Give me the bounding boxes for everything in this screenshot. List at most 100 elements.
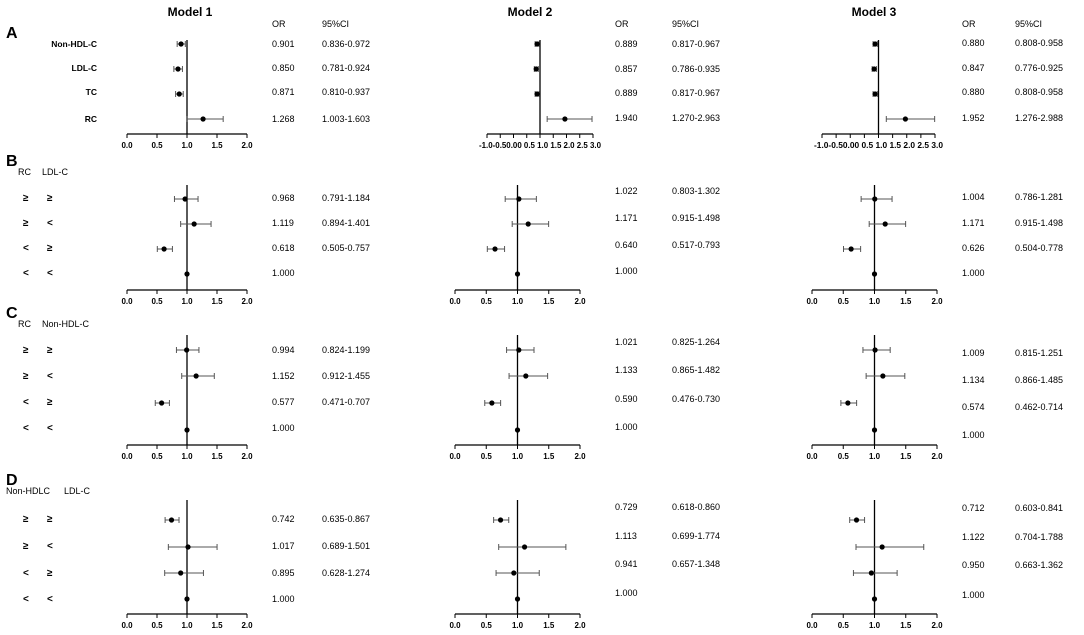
or-point — [489, 400, 495, 406]
model-3-plot: 0.0 0.5 1.0 1.5 2.0 1.004 0.786-1.281 1.171 0.91… — [806, 185, 1063, 306]
x-tick-label: 1.0 — [869, 621, 881, 630]
model-1-plot: 0.0 0.5 1.0 1.5 2.0 0.742 0.635-0.867 1.017 0.68… — [121, 500, 370, 630]
ci-column-header: 95%CI — [322, 19, 349, 29]
panel-B: BRC LDL-C ≥ ≥ ≥ < < ≥ < <0.0 0.5 1.0 1.5 2.0 0.968 0.79… — [6, 153, 1063, 306]
x-tick-label: 0.5 — [481, 621, 493, 630]
model-1-plot: 0.0 0.5 1.0 1.5 2.0 0.994 0.824-1.199 1.152 0.91… — [121, 335, 370, 461]
or-point — [176, 91, 182, 97]
or-value: 0.950 — [962, 560, 985, 570]
ci-column-header: 95%CI — [1015, 19, 1042, 29]
ci-value: 0.817-0.967 — [672, 88, 720, 98]
x-tick-label: 0.0 — [121, 141, 133, 150]
or-point — [880, 373, 886, 379]
or-value: 0.640 — [615, 240, 638, 250]
ci-value: 0.781-0.924 — [322, 63, 370, 73]
x-tick-label: 0.5 — [838, 297, 850, 306]
or-value: 0.994 — [272, 345, 295, 355]
or-point — [872, 347, 878, 353]
or-value: 1.122 — [962, 532, 985, 542]
x-tick-labels: -1.0-0.50.00 0.5 1.0 1.5 2.0 2.5 3.0 — [814, 141, 944, 150]
or-value: 0.889 — [615, 39, 638, 49]
group-label-2: LDL-C — [64, 486, 91, 496]
x-tick-label: 0.5 — [481, 452, 493, 461]
or-value: 1.952 — [962, 113, 985, 123]
row-symbol-1: ≥ — [23, 345, 29, 356]
row-symbol-1: < — [23, 397, 29, 408]
x-tick-label: 0.0 — [806, 297, 818, 306]
or-point — [882, 221, 888, 227]
x-tick-label: 0.0 — [449, 452, 461, 461]
or-point — [193, 373, 199, 379]
or-point — [184, 347, 190, 353]
model-1-plot: 0.0 0.5 1.0 1.5 2.0 0.968 0.791-1.184 1.119 0.89… — [121, 185, 370, 306]
or-value: 1.000 — [962, 590, 985, 600]
or-value: 1.152 — [272, 371, 295, 381]
x-tick-label: 0.5 — [838, 621, 850, 630]
x-tick-label: 0.5 — [151, 452, 163, 461]
group-label-2: LDL-C — [42, 167, 69, 177]
or-point — [514, 596, 521, 602]
or-value: 1.113 — [615, 531, 637, 541]
row-symbol-2: ≥ — [47, 397, 53, 408]
x-tick-label: 1.5 — [543, 621, 555, 630]
x-tick-label: 2.0 — [574, 297, 586, 306]
x-tick-label: 1.0 — [512, 621, 524, 630]
row-symbol-2: ≥ — [47, 514, 53, 525]
or-value: 0.880 — [962, 87, 985, 97]
x-tick-label: 0.5 — [838, 452, 850, 461]
or-point — [533, 66, 539, 72]
or-point — [871, 596, 878, 602]
x-tick-label: 0.0 — [806, 621, 818, 630]
model-2-plot: -1.0-0.50.00 0.5 1.0 1.5 2.0 2.5 3.0 0.88… — [479, 39, 720, 150]
or-value: 1.000 — [962, 430, 985, 440]
or-value: 0.901 — [272, 39, 295, 49]
model-3-plot: -1.0-0.50.00 0.5 1.0 1.5 2.0 2.5 3.0 0.88… — [814, 38, 1063, 150]
row-symbol-2: ≥ — [47, 243, 53, 254]
row-symbol-2: < — [47, 541, 53, 552]
model-header-2: Model 2 — [508, 5, 553, 19]
or-value: 0.968 — [272, 193, 295, 203]
panel-letter: B — [6, 153, 18, 170]
ci-value: 0.825-1.264 — [672, 337, 720, 347]
x-tick-label: 2.0 — [574, 621, 586, 630]
x-tick-label: 2.0 — [931, 621, 943, 630]
x-tick-label: 1.0 — [181, 141, 193, 150]
or-point — [879, 544, 885, 550]
or-point — [534, 91, 540, 97]
panel-letter: C — [6, 305, 18, 322]
panel-letter: D — [6, 472, 18, 489]
row-symbol-1: ≥ — [23, 541, 29, 552]
x-tick-label: 1.0 — [512, 297, 524, 306]
ci-value: 0.505-0.757 — [322, 243, 370, 253]
or-column-header: OR — [962, 19, 976, 29]
ci-value: 0.657-1.348 — [672, 559, 720, 569]
or-value: 1.940 — [615, 113, 638, 123]
or-value: 1.000 — [272, 268, 295, 278]
x-tick-label: 0.0 — [121, 452, 133, 461]
x-tick-label: 1.5 — [900, 297, 912, 306]
x-tick-label: 1.5 — [211, 141, 223, 150]
x-tick-labels: -1.0-0.50.00 0.5 1.0 1.5 2.0 2.5 3.0 — [479, 141, 602, 150]
or-value: 1.022 — [615, 186, 638, 196]
or-value: 1.000 — [962, 268, 985, 278]
ci-value: 0.504-0.778 — [1015, 243, 1063, 253]
or-value: 1.000 — [615, 588, 638, 598]
model-headers: Model 1 OR 95%CI Model 2 OR 95%CI Model 3 OR 95%… — [168, 5, 1042, 29]
or-point — [521, 544, 528, 550]
group-label-2: Non-HDL-C — [42, 319, 90, 329]
or-value: 0.729 — [615, 502, 638, 512]
x-tick-label: 1.0 — [181, 621, 193, 630]
model-header-3: Model 3 — [852, 5, 897, 19]
or-point — [175, 66, 181, 72]
row-symbol-2: ≥ — [47, 193, 53, 204]
or-point — [845, 400, 851, 406]
x-tick-label: 1.5 — [211, 297, 223, 306]
x-tick-label: 1.0 — [512, 452, 524, 461]
x-tick-label: 1.5 — [211, 621, 223, 630]
x-tick-label: 1.5 — [543, 297, 555, 306]
or-value: 1.000 — [272, 423, 295, 433]
or-point — [184, 596, 190, 602]
x-tick-label: 2.0 — [241, 452, 253, 461]
